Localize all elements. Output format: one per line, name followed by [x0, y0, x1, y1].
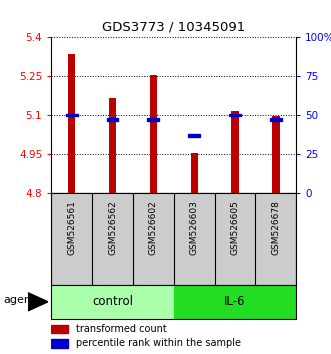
Bar	[68, 54, 75, 193]
Polygon shape	[28, 293, 48, 311]
Bar	[270, 118, 282, 121]
Text: agent: agent	[3, 295, 36, 305]
Bar	[229, 114, 241, 116]
Bar	[51, 339, 69, 348]
Bar	[174, 285, 296, 319]
Bar	[272, 116, 279, 193]
Bar	[150, 75, 157, 193]
Bar	[66, 114, 77, 116]
Text: GSM526561: GSM526561	[67, 200, 76, 255]
Bar	[51, 325, 69, 333]
Bar	[109, 98, 116, 193]
Text: GSM526605: GSM526605	[230, 200, 240, 255]
Bar	[188, 134, 200, 137]
Bar	[191, 153, 198, 193]
Bar	[148, 118, 159, 121]
Text: GSM526678: GSM526678	[271, 200, 280, 255]
Text: GSM526603: GSM526603	[190, 200, 199, 255]
Bar	[107, 118, 118, 121]
Text: IL-6: IL-6	[224, 295, 246, 308]
Text: percentile rank within the sample: percentile rank within the sample	[76, 338, 241, 348]
Bar	[51, 285, 174, 319]
Title: GDS3773 / 10345091: GDS3773 / 10345091	[102, 20, 245, 33]
Text: transformed count: transformed count	[76, 324, 166, 334]
Text: GSM526562: GSM526562	[108, 200, 117, 255]
Text: GSM526602: GSM526602	[149, 200, 158, 255]
Text: control: control	[92, 295, 133, 308]
Bar	[231, 111, 239, 193]
